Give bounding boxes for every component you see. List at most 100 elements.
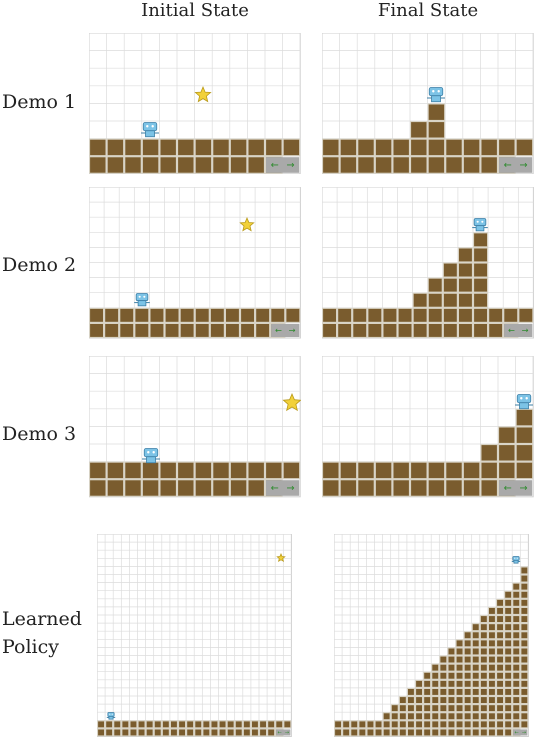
brick-block bbox=[366, 720, 375, 729]
brick-block bbox=[498, 444, 516, 462]
brick-block bbox=[283, 720, 292, 729]
brick-block bbox=[498, 138, 516, 157]
brick-block bbox=[512, 663, 521, 672]
brick-block bbox=[339, 138, 358, 157]
brick-block bbox=[488, 647, 496, 656]
brick-block bbox=[447, 712, 456, 721]
brick-block bbox=[504, 696, 513, 705]
brick-block bbox=[427, 156, 446, 174]
brick-block bbox=[504, 607, 513, 615]
brick-block bbox=[247, 461, 265, 480]
brick-block bbox=[520, 574, 529, 583]
brick-block bbox=[423, 712, 432, 721]
brick-block bbox=[124, 156, 142, 174]
star-icon bbox=[194, 85, 212, 103]
brick-block bbox=[504, 598, 513, 607]
brick-block bbox=[247, 138, 265, 157]
brick-block bbox=[431, 679, 440, 688]
brick-block bbox=[463, 647, 472, 656]
brick-block bbox=[431, 728, 440, 737]
brick-block bbox=[177, 138, 195, 157]
brick-block bbox=[431, 688, 440, 696]
left-arrow-icon: ← bbox=[504, 160, 512, 171]
brick-block bbox=[503, 307, 519, 323]
brick-block bbox=[427, 103, 446, 121]
brick-block bbox=[504, 671, 513, 680]
brick-block bbox=[512, 639, 521, 648]
brick-block bbox=[247, 479, 265, 497]
brick-block bbox=[129, 728, 138, 737]
brick-block bbox=[496, 615, 505, 623]
arrow-box bbox=[504, 323, 533, 337]
brick-block bbox=[398, 704, 407, 713]
brick-block bbox=[480, 444, 498, 462]
brick-block bbox=[179, 323, 195, 338]
brick-block bbox=[186, 720, 195, 729]
brick-block bbox=[124, 138, 142, 157]
brick-block bbox=[463, 728, 472, 737]
brick-block bbox=[488, 696, 496, 705]
brick-block bbox=[496, 607, 505, 615]
brick-block bbox=[423, 720, 432, 729]
panel-learned-final: ← → bbox=[334, 534, 530, 738]
brick-block bbox=[170, 728, 178, 737]
brick-block bbox=[504, 663, 513, 672]
brick-block bbox=[512, 704, 521, 713]
brick-block bbox=[357, 156, 375, 174]
brick-block bbox=[164, 307, 180, 323]
brick-block bbox=[479, 704, 488, 713]
brick-block bbox=[471, 720, 480, 729]
brick-block bbox=[479, 720, 488, 729]
brick-block bbox=[520, 647, 529, 656]
brick-block bbox=[229, 156, 248, 174]
brick-block bbox=[212, 156, 230, 174]
brick-block bbox=[153, 728, 162, 737]
brick-block bbox=[431, 671, 440, 680]
brick-block bbox=[322, 307, 337, 323]
brick-block bbox=[445, 156, 463, 174]
brick-block bbox=[447, 704, 456, 713]
brick-block bbox=[458, 277, 473, 293]
arrow-box bbox=[266, 157, 300, 173]
brick-block bbox=[194, 720, 203, 729]
brick-block bbox=[398, 712, 407, 721]
brick-block bbox=[427, 121, 446, 139]
brick-block bbox=[178, 720, 186, 729]
brick-block bbox=[447, 647, 456, 656]
brick-block bbox=[455, 728, 464, 737]
brick-block bbox=[382, 720, 391, 729]
arrow-box bbox=[276, 729, 291, 736]
left-arrow-icon: ← bbox=[504, 483, 512, 494]
brick-block bbox=[159, 461, 177, 480]
brick-block bbox=[427, 479, 446, 497]
brick-block bbox=[515, 408, 534, 427]
brick-block bbox=[267, 728, 276, 737]
brick-block bbox=[177, 479, 195, 497]
brick-block bbox=[458, 323, 473, 338]
brick-block bbox=[479, 623, 488, 632]
brick-block bbox=[397, 307, 413, 323]
brick-block bbox=[447, 720, 456, 729]
brick-block bbox=[423, 671, 432, 680]
brick-block bbox=[427, 323, 443, 338]
brick-block bbox=[439, 663, 448, 672]
brick-block bbox=[455, 720, 464, 729]
brick-block bbox=[415, 728, 423, 737]
brick-block bbox=[471, 728, 480, 737]
brick-block bbox=[431, 696, 440, 705]
arrow-box bbox=[499, 157, 533, 173]
brick-block bbox=[504, 615, 513, 623]
brick-block bbox=[488, 728, 496, 737]
brick-block bbox=[431, 712, 440, 721]
brick-block bbox=[106, 138, 125, 157]
brick-block bbox=[89, 138, 107, 157]
brick-block bbox=[512, 631, 521, 640]
brick-block bbox=[423, 679, 432, 688]
brick-block bbox=[512, 582, 521, 591]
brick-block bbox=[473, 277, 489, 293]
brick-block bbox=[471, 712, 480, 721]
brick-block bbox=[463, 720, 472, 729]
brick-block bbox=[339, 461, 358, 480]
brick-block bbox=[194, 461, 213, 480]
brick-block bbox=[366, 728, 375, 737]
